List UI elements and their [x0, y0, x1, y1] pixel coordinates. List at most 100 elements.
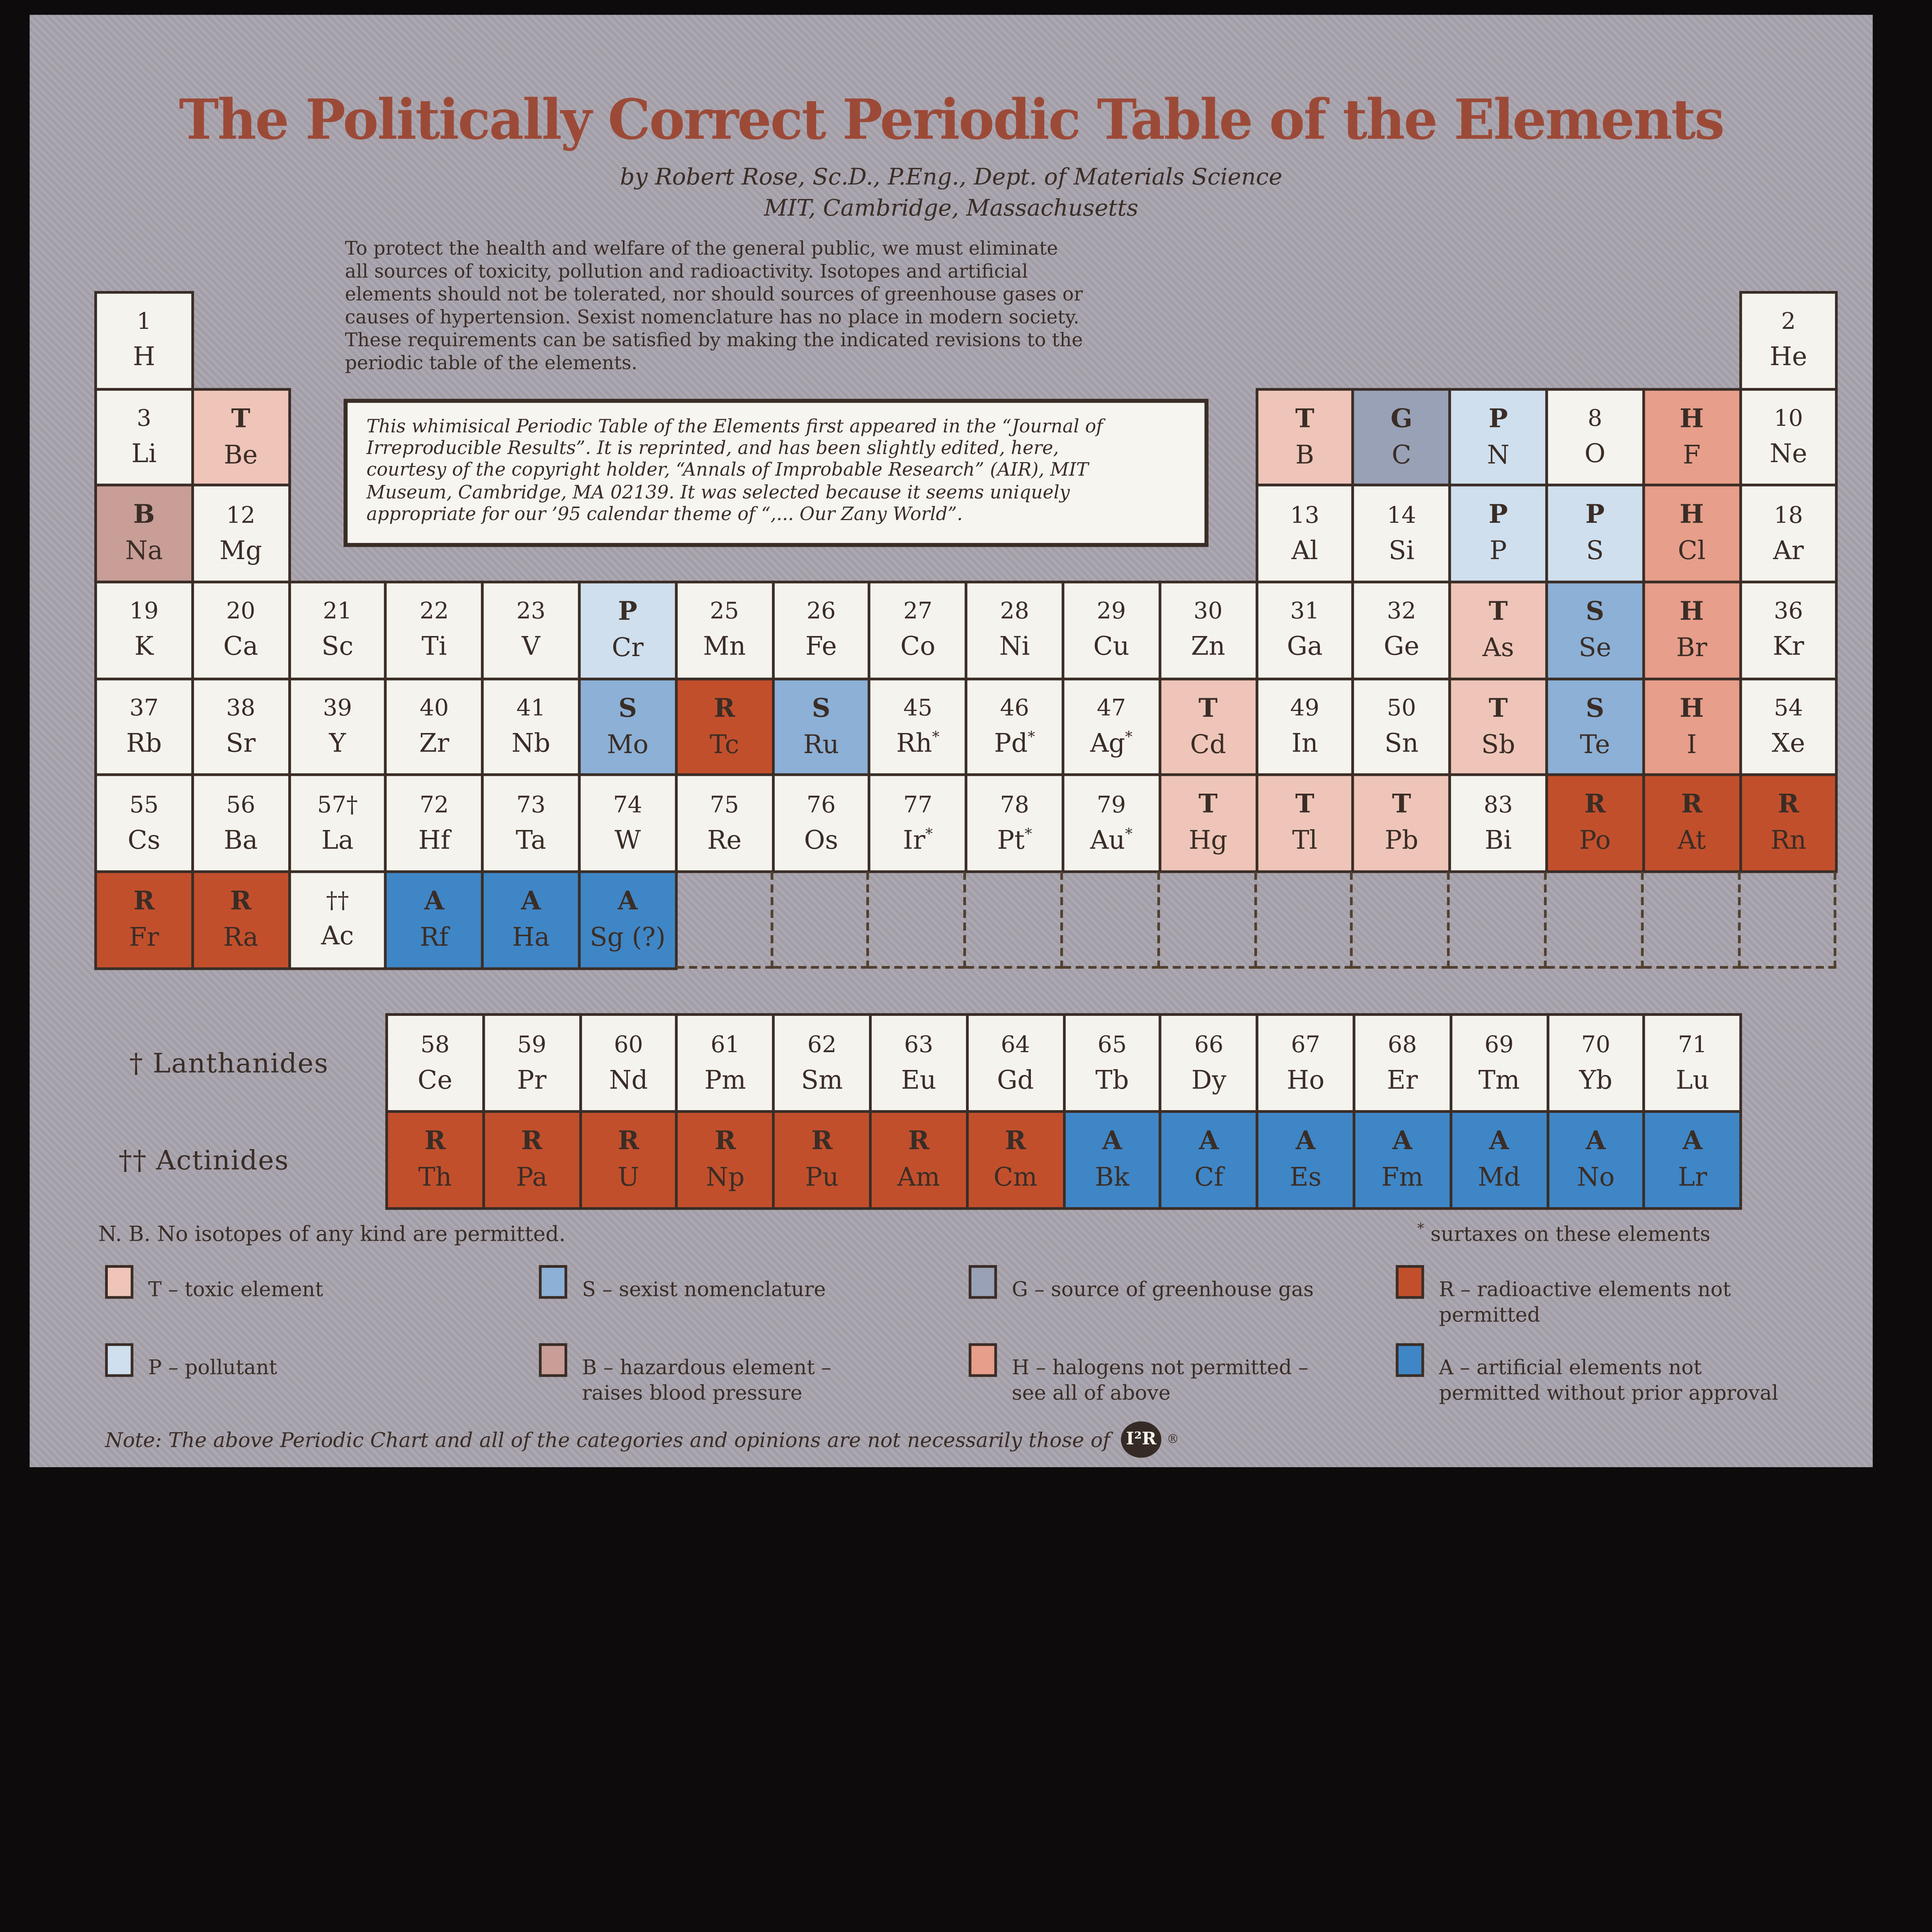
legend-item-artificial: A – artificial elements not permitted wi…	[1396, 1343, 1778, 1405]
element-cell-Cr: P Cr	[578, 581, 678, 680]
element-cell-Y: 39 Y	[287, 677, 388, 777]
element-cell-Si: 14 Si	[1352, 484, 1451, 583]
poster: The Politically Correct Periodic Table o…	[29, 15, 1873, 1468]
element-cell-Dy: 66 Dy	[1159, 1013, 1259, 1113]
legend-swatch-halogens	[968, 1343, 997, 1377]
nb-note: N. B. No isotopes of any kind are permit…	[98, 1222, 566, 1247]
legend-swatch-sexist	[539, 1265, 567, 1299]
element-cell-Tm: 69 Tm	[1449, 1013, 1549, 1113]
element-cell-K: 19 K	[94, 581, 194, 680]
intro-paragraph: To protect the health and welfare of the…	[345, 238, 1083, 374]
element-cell-Cm: R Cm	[966, 1110, 1065, 1210]
empty-dashed-cell	[869, 872, 966, 969]
element-cell-At: R At	[1642, 774, 1742, 873]
element-cell-Ra: R Ra	[191, 870, 291, 970]
element-cell-Se: S Se	[1545, 581, 1645, 680]
element-cell-Mg: 12 Mg	[191, 484, 291, 583]
element-cell-Mn: 25 Mn	[675, 581, 774, 680]
element-cell-Cu: 29 Cu	[1061, 581, 1161, 680]
element-cell-Po: R Po	[1545, 774, 1645, 873]
reprint-note-box: This whimisical Periodic Table of the El…	[344, 399, 1209, 547]
element-cell-Ne: 10 Ne	[1738, 388, 1838, 487]
legend-item-pollutant: P – pollutant	[105, 1343, 277, 1380]
legend-item-sexist: S – sexist nomenclature	[539, 1265, 826, 1302]
element-cell-Pt: 78 Pt*	[965, 774, 1065, 873]
empty-dashed-cell	[966, 872, 1063, 969]
i2r-logo: I²R	[1121, 1421, 1162, 1458]
empty-dashed-cell	[1740, 872, 1837, 969]
element-cell-Nd: 60 Nd	[578, 1013, 679, 1113]
element-cell-Tb: 65 Tb	[1062, 1013, 1162, 1113]
element-cell-Ta: 73 Ta	[481, 774, 581, 873]
element-cell-V: 23 V	[481, 581, 581, 680]
legend-item-radioactive: R – radioactive elements not permitted	[1396, 1265, 1731, 1327]
actinides-label: †† Actinides	[118, 1144, 289, 1176]
element-cell-Sg: A Sg (?)	[578, 870, 678, 970]
element-cell-Be: T Be	[191, 388, 291, 487]
element-cell-Np: R Np	[675, 1110, 775, 1210]
element-cell-Cl: H Cl	[1642, 484, 1742, 583]
element-cell-Sn: 50 Sn	[1352, 677, 1451, 777]
legend-item-hazardous: B – hazardous element – raises blood pre…	[539, 1343, 831, 1405]
legend-item-toxic: T – toxic element	[105, 1265, 323, 1302]
element-cell-Tc: R Tc	[675, 677, 774, 777]
byline-line1: by Robert Rose, Sc.D., P.Eng., Dept. of …	[620, 164, 1282, 192]
element-cell-Pd: 46 Pd*	[965, 677, 1065, 777]
byline: by Robert Rose, Sc.D., P.Eng., Dept. of …	[30, 163, 1873, 225]
element-cell-Ar: 18 Ar	[1738, 484, 1838, 583]
element-cell-Rn: R Rn	[1738, 774, 1838, 873]
element-cell-Rf: A Rf	[384, 870, 484, 970]
lanthanides-label: † Lanthanides	[129, 1047, 329, 1079]
element-cell-Zr: 40 Zr	[384, 677, 484, 777]
element-cell-Th: R Th	[385, 1110, 485, 1210]
element-cell-Gd: 64 Gd	[966, 1013, 1065, 1113]
element-cell-Ge: 32 Ge	[1352, 581, 1451, 680]
legend-swatch-pollutant	[105, 1343, 134, 1377]
element-cell-Yb: 70 Yb	[1546, 1013, 1646, 1113]
element-cell-Pb: T Pb	[1352, 774, 1451, 873]
element-cell-Sc: 21 Sc	[287, 581, 388, 680]
element-cell-Cd: T Cd	[1158, 677, 1258, 777]
legend-swatch-hazardous	[539, 1343, 567, 1377]
element-cell-Er: 68 Er	[1352, 1013, 1452, 1113]
element-cell-Nb: 41 Nb	[481, 677, 581, 777]
element-cell-Ac: †† Ac	[287, 870, 388, 970]
element-cell-Sm: 62 Sm	[772, 1013, 872, 1113]
element-cell-Cs: 55 Cs	[94, 774, 194, 873]
element-cell-Lu: 71 Lu	[1643, 1013, 1742, 1113]
element-cell-Fe: 26 Fe	[771, 581, 871, 680]
element-cell-Rh: 45 Rh*	[868, 677, 968, 777]
element-cell-No: A No	[1546, 1110, 1646, 1210]
element-cell-Am: R Am	[869, 1110, 969, 1210]
legend-item-halogens: H – halogens not permitted – see all of …	[968, 1343, 1308, 1405]
element-cell-Co: 27 Co	[868, 581, 968, 680]
footer-note: Note: The above Periodic Chart and all o…	[105, 1421, 1179, 1458]
element-cell-Te: S Te	[1545, 677, 1645, 777]
element-cell-Sb: T Sb	[1448, 677, 1548, 777]
element-cell-Zn: 30 Zn	[1158, 581, 1258, 680]
element-cell-Pu: R Pu	[772, 1110, 872, 1210]
legend-swatch-radioactive	[1396, 1265, 1424, 1299]
registered-mark: ®	[1167, 1433, 1179, 1447]
element-cell-Ti: 22 Ti	[384, 581, 484, 680]
element-cell-In: 49 In	[1255, 677, 1355, 777]
empty-dashed-cell	[1063, 872, 1160, 969]
element-cell-La: 57† La	[287, 774, 388, 873]
element-cell-Ru: S Ru	[771, 677, 871, 777]
element-cell-Ag: 47 Ag*	[1061, 677, 1161, 777]
legend-swatch-toxic	[105, 1265, 134, 1299]
element-cell-Os: 76 Os	[771, 774, 871, 873]
element-cell-Ho: 67 Ho	[1256, 1013, 1355, 1113]
element-cell-Fr: R Fr	[94, 870, 194, 970]
element-cell-Pa: R Pa	[482, 1110, 582, 1210]
empty-dashed-cell	[772, 872, 870, 969]
element-cell-Lr: A Lr	[1643, 1110, 1742, 1210]
legend-swatch-greenhouse	[968, 1265, 997, 1299]
